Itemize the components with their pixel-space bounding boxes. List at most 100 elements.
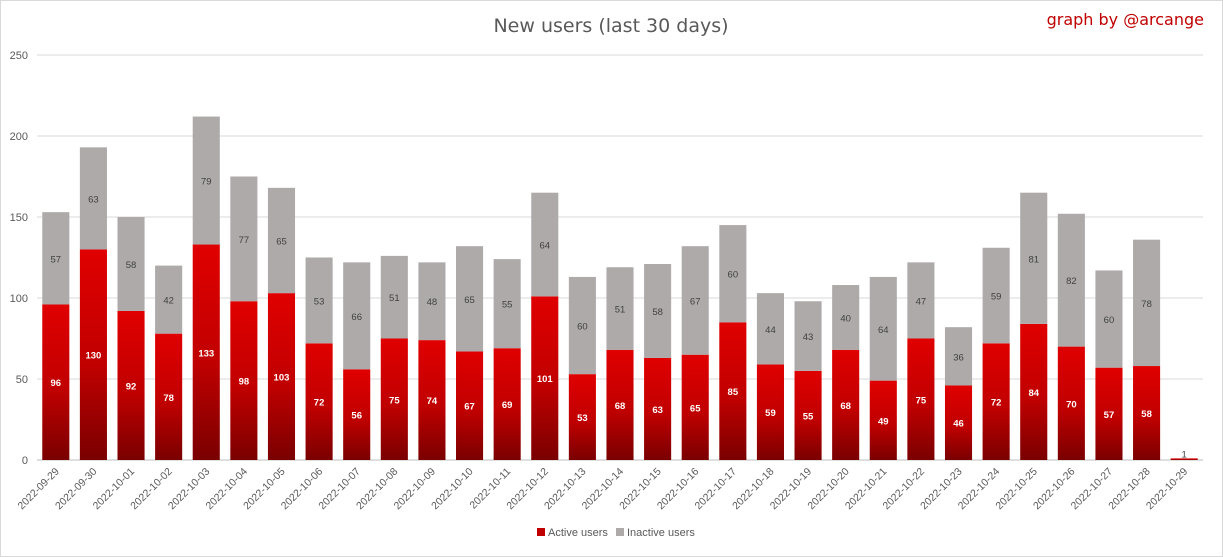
bar-active-2022-10-17 bbox=[719, 322, 747, 460]
bar-active-2022-10-20 bbox=[832, 349, 860, 460]
legend-swatch-active bbox=[537, 528, 545, 536]
data-label-inactive: 79 bbox=[201, 177, 212, 188]
data-label-inactive: 59 bbox=[991, 292, 1002, 303]
legend-swatch-inactive bbox=[616, 528, 624, 536]
data-label-inactive: 43 bbox=[803, 332, 814, 343]
bar-active-2022-10-08 bbox=[380, 338, 408, 460]
bar-active-2022-10-19 bbox=[794, 370, 822, 460]
data-label-inactive: 67 bbox=[690, 296, 701, 307]
bar-active-2022-10-05 bbox=[267, 293, 296, 460]
data-label-active: 63 bbox=[652, 405, 663, 416]
bar-inactive-2022-10-16 bbox=[681, 246, 709, 355]
bar-inactive-2022-10-08 bbox=[380, 255, 408, 339]
bar-inactive-2022-10-19 bbox=[794, 301, 822, 371]
data-label-active: 96 bbox=[51, 378, 62, 389]
data-label-inactive: 42 bbox=[163, 296, 174, 307]
data-label-active: 72 bbox=[314, 398, 325, 409]
data-label-active: 53 bbox=[577, 413, 588, 424]
bar-active-2022-10-07 bbox=[343, 369, 371, 460]
data-label-inactive: 81 bbox=[1028, 254, 1039, 265]
data-label-inactive: 60 bbox=[577, 322, 588, 333]
data-label-inactive: 60 bbox=[1104, 315, 1115, 326]
bar-inactive-2022-10-20 bbox=[832, 285, 860, 350]
y-tick-label: 100 bbox=[10, 293, 28, 305]
data-label-active: 49 bbox=[878, 416, 889, 427]
legend-label-active: Active users bbox=[548, 527, 608, 539]
data-label-active: 58 bbox=[1141, 409, 1152, 420]
bar-inactive-2022-10-05 bbox=[267, 187, 296, 294]
data-label-inactive: 57 bbox=[51, 254, 62, 265]
bar-inactive-2022-10-03 bbox=[192, 116, 220, 245]
data-label-active: 74 bbox=[427, 396, 438, 407]
bar-inactive-2022-10-15 bbox=[644, 263, 672, 358]
data-label-active: 78 bbox=[163, 393, 174, 404]
data-label-inactive: 55 bbox=[502, 300, 513, 311]
data-label-inactive: 66 bbox=[351, 312, 362, 323]
data-label-active: 67 bbox=[464, 402, 475, 413]
bar-inactive-2022-10-07 bbox=[343, 262, 371, 370]
y-tick-label: 0 bbox=[22, 455, 28, 467]
bar-active-2022-10-11 bbox=[493, 348, 521, 460]
y-tick-label: 200 bbox=[10, 131, 28, 143]
data-label-active: 56 bbox=[351, 411, 362, 422]
data-label-active: 101 bbox=[537, 374, 554, 385]
chart-credit: graph by @arcange bbox=[1047, 10, 1204, 29]
data-label-inactive: 40 bbox=[840, 313, 851, 324]
bar-inactive-2022-10-18 bbox=[756, 293, 784, 365]
y-tick-label: 150 bbox=[10, 212, 28, 224]
bar-inactive-2022-10-10 bbox=[456, 246, 484, 352]
bar-inactive-2022-10-24 bbox=[982, 247, 1010, 344]
data-label-inactive: 58 bbox=[652, 307, 663, 318]
bar-inactive-2022-09-30 bbox=[79, 147, 107, 250]
bar-inactive-2022-10-01 bbox=[117, 217, 145, 311]
data-label-inactive: 78 bbox=[1141, 299, 1152, 310]
bar-inactive-2022-10-25 bbox=[1020, 192, 1048, 324]
data-label-inactive: 44 bbox=[765, 325, 776, 336]
bar-inactive-2022-10-27 bbox=[1095, 270, 1123, 368]
data-label-inactive: 65 bbox=[464, 295, 475, 306]
data-label-active: 57 bbox=[1104, 410, 1115, 421]
bar-active-2022-10-10 bbox=[456, 351, 484, 460]
bar-inactive-2022-10-12 bbox=[531, 192, 559, 297]
data-label-active: 130 bbox=[85, 351, 101, 362]
bar-active-2022-10-28 bbox=[1133, 366, 1161, 460]
data-label-inactive: 64 bbox=[878, 325, 889, 336]
data-label-active: 69 bbox=[502, 400, 513, 411]
bar-inactive-2022-10-23 bbox=[944, 327, 973, 386]
legend-label-inactive: Inactive users bbox=[627, 527, 695, 539]
bar-inactive-2022-09-29 bbox=[42, 212, 70, 305]
data-label-active: 84 bbox=[1028, 388, 1039, 399]
data-label-inactive: 47 bbox=[916, 296, 927, 307]
bar-inactive-2022-10-13 bbox=[568, 276, 596, 375]
bar-active-2022-10-04 bbox=[230, 301, 258, 460]
bar-active-2022-10-14 bbox=[606, 349, 634, 460]
bar-active-2022-09-30 bbox=[79, 249, 107, 460]
data-label-active: 103 bbox=[274, 373, 290, 384]
bar-active-2022-10-24 bbox=[982, 343, 1010, 460]
bar-inactive-2022-10-17 bbox=[719, 225, 747, 323]
data-label-inactive: 64 bbox=[539, 241, 550, 252]
bar-active-2022-10-23 bbox=[944, 385, 973, 460]
data-label-active: 72 bbox=[991, 398, 1002, 409]
bar-active-2022-10-13 bbox=[568, 374, 596, 460]
bar-active-2022-10-02 bbox=[155, 333, 183, 460]
bar-inactive-2022-10-02 bbox=[155, 265, 183, 334]
data-label-inactive: 82 bbox=[1066, 276, 1077, 287]
data-label-inactive: 51 bbox=[615, 305, 626, 316]
data-label-active: 70 bbox=[1066, 399, 1077, 410]
bar-inactive-2022-10-26 bbox=[1057, 213, 1085, 347]
bar-inactive-2022-10-21 bbox=[869, 276, 897, 381]
bar-inactive-2022-10-28 bbox=[1133, 239, 1161, 367]
bar-active-2022-10-26 bbox=[1057, 346, 1085, 460]
data-label-active: 1 bbox=[1182, 449, 1187, 460]
data-label-active: 59 bbox=[765, 408, 776, 419]
bar-active-2022-09-29 bbox=[42, 304, 70, 460]
bar-inactive-2022-10-22 bbox=[907, 262, 935, 339]
y-tick-label: 250 bbox=[10, 50, 28, 62]
data-label-inactive: 36 bbox=[953, 352, 964, 363]
bar-active-2022-10-01 bbox=[117, 310, 145, 460]
bar-inactive-2022-10-04 bbox=[230, 176, 258, 302]
bar-inactive-2022-10-14 bbox=[606, 267, 634, 350]
bar-inactive-2022-10-06 bbox=[305, 257, 333, 344]
